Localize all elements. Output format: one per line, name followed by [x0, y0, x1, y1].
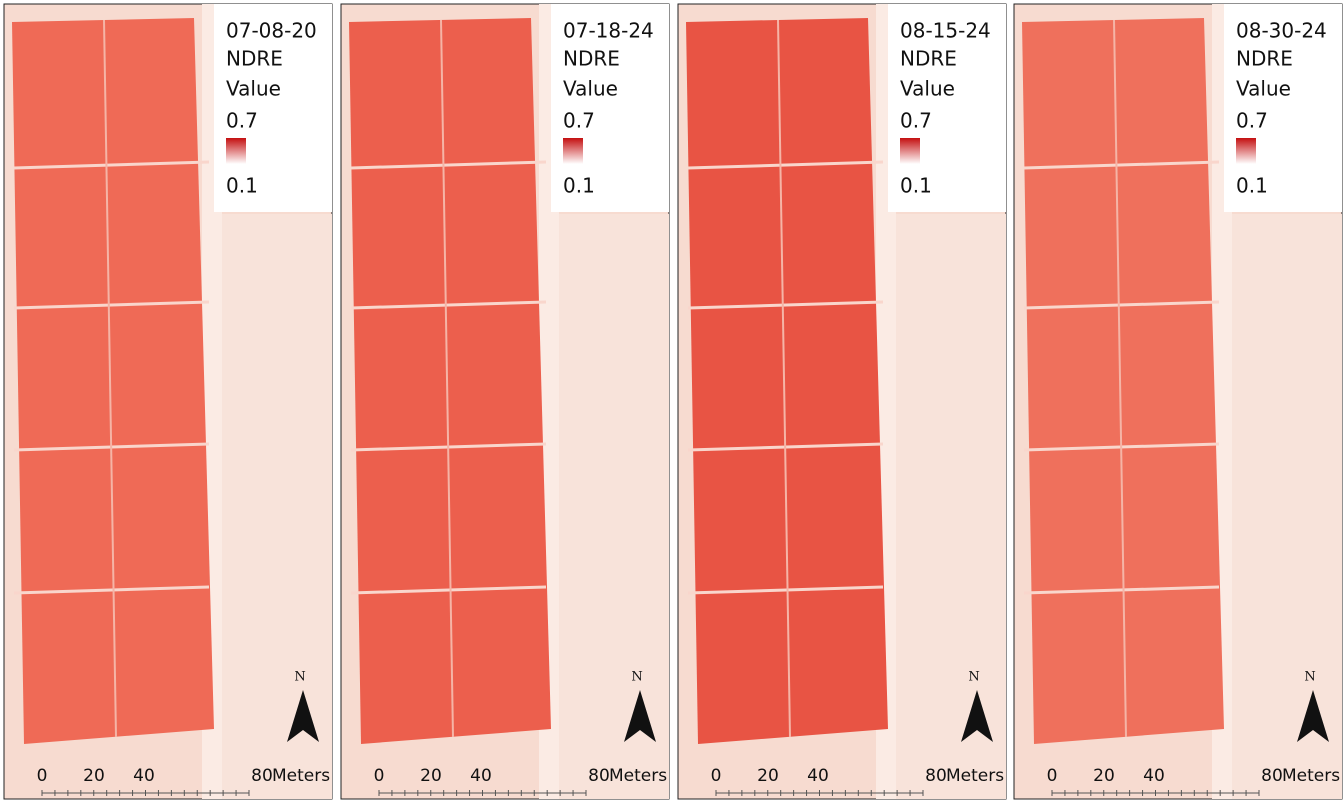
- north-label: N: [294, 670, 305, 685]
- scale-label: 40: [807, 766, 829, 786]
- scale-label: 40: [133, 766, 155, 786]
- legend-title: Value: [226, 77, 281, 101]
- scale-label: 20: [757, 766, 779, 786]
- scale-unit: Meters: [1282, 766, 1340, 786]
- scale-label: 80: [1261, 766, 1283, 786]
- scale-label: 0: [711, 766, 722, 786]
- scale-label: 20: [1093, 766, 1115, 786]
- scale-unit: Meters: [946, 766, 1004, 786]
- scale-label: 80: [925, 766, 947, 786]
- bare-soil: [896, 214, 1006, 799]
- legend-title: Value: [900, 77, 955, 101]
- scale-unit: Meters: [609, 766, 667, 786]
- legend-max: 0.7: [563, 109, 595, 133]
- date-label: 07-18-24: [563, 19, 654, 43]
- scale-label: 20: [420, 766, 442, 786]
- index-label: NDRE: [1236, 47, 1293, 71]
- bare-soil: [559, 214, 669, 799]
- legend-max: 0.7: [226, 109, 258, 133]
- legend-title: Value: [563, 77, 618, 101]
- scale-label: 20: [83, 766, 105, 786]
- bare-soil: [1232, 214, 1342, 799]
- date-label: 08-15-24: [900, 19, 991, 43]
- crop-field: [349, 18, 551, 744]
- scale-label: 0: [37, 766, 48, 786]
- scale-label: 0: [1047, 766, 1058, 786]
- crop-field: [12, 18, 214, 744]
- date-label: 07-08-20: [226, 19, 317, 43]
- date-label: 08-30-24: [1236, 19, 1327, 43]
- legend-gradient: [1236, 138, 1256, 164]
- north-label: N: [968, 670, 979, 685]
- scale-label: 40: [1143, 766, 1165, 786]
- legend-gradient: [226, 138, 246, 164]
- legend-min: 0.1: [226, 174, 258, 198]
- legend-gradient: [900, 138, 920, 164]
- legend-gradient: [563, 138, 583, 164]
- legend-title: Value: [1236, 77, 1291, 101]
- scale-unit: Meters: [272, 766, 330, 786]
- scale-label: 0: [374, 766, 385, 786]
- index-label: NDRE: [226, 47, 283, 71]
- legend-min: 0.1: [1236, 174, 1268, 198]
- north-label: N: [631, 670, 642, 685]
- scale-label: 80: [588, 766, 610, 786]
- bare-soil: [222, 214, 332, 799]
- map-figure: 07-08-20NDREValue0.70.1N0204080Meters07-…: [0, 0, 1344, 803]
- crop-field: [686, 18, 888, 744]
- scale-label: 80: [251, 766, 273, 786]
- legend-min: 0.1: [563, 174, 595, 198]
- index-label: NDRE: [900, 47, 957, 71]
- crop-field: [1022, 18, 1224, 744]
- scale-label: 40: [470, 766, 492, 786]
- legend-max: 0.7: [900, 109, 932, 133]
- legend-min: 0.1: [900, 174, 932, 198]
- north-label: N: [1304, 670, 1315, 685]
- legend-max: 0.7: [1236, 109, 1268, 133]
- index-label: NDRE: [563, 47, 620, 71]
